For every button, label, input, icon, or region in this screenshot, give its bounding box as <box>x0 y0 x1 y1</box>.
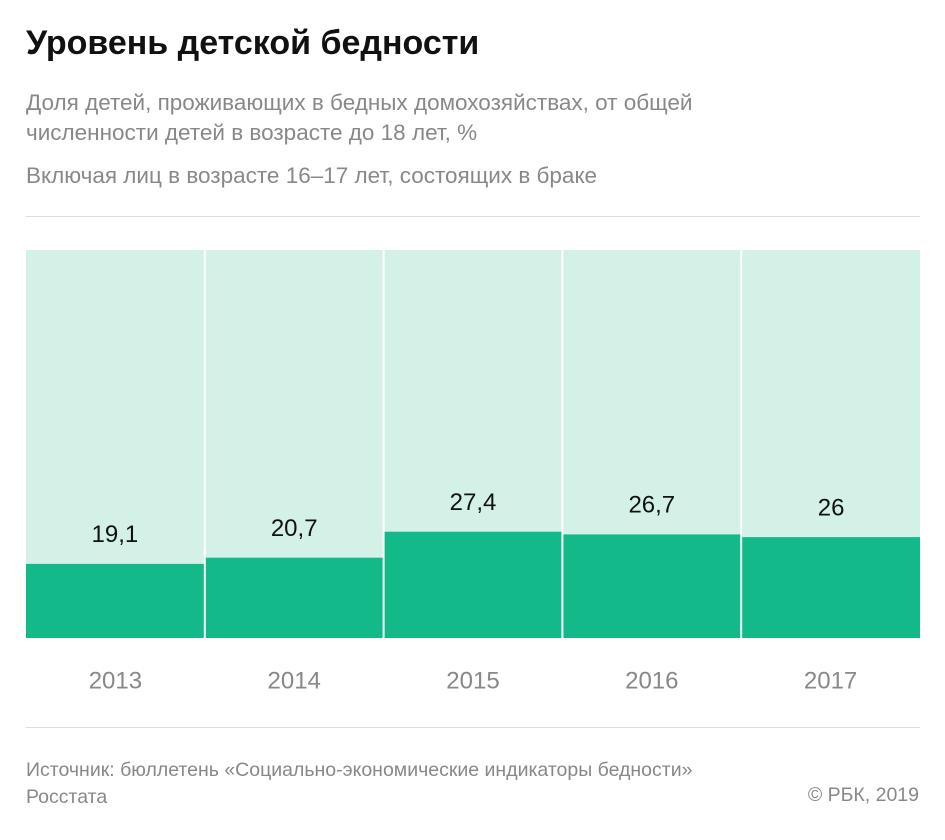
chart-note: Включая лиц в возрасте 16–17 лет, состоя… <box>26 163 598 188</box>
value-label: 20,7 <box>271 515 318 542</box>
chart-subtitle: Доля детей, проживающих в бедных домохоз… <box>26 90 693 145</box>
x-tick-label: 2014 <box>268 667 321 694</box>
value-label: 19,1 <box>92 521 139 548</box>
bar <box>26 563 204 638</box>
source: Источник: бюллетень «Социально-экономиче… <box>26 759 693 808</box>
bar <box>742 537 920 638</box>
x-tick-label: 2015 <box>446 667 499 694</box>
value-label: 26 <box>818 494 845 521</box>
copyright: © РБК, 2019 <box>807 784 919 806</box>
value-label: 26,7 <box>628 492 675 519</box>
bar <box>563 534 741 638</box>
divider <box>26 727 920 728</box>
divider <box>26 216 920 217</box>
chart: 19,1 2013 20,7 2014 27,4 2015 26,7 2016 26 2017 <box>26 250 920 694</box>
bar <box>205 557 383 638</box>
x-tick-label: 2013 <box>89 667 142 694</box>
x-tick-label: 2016 <box>625 667 678 694</box>
chart-title: Уровень детской бедности <box>26 24 480 62</box>
value-label: 27,4 <box>450 489 497 516</box>
bar <box>384 531 562 638</box>
x-tick-label: 2017 <box>804 667 857 694</box>
